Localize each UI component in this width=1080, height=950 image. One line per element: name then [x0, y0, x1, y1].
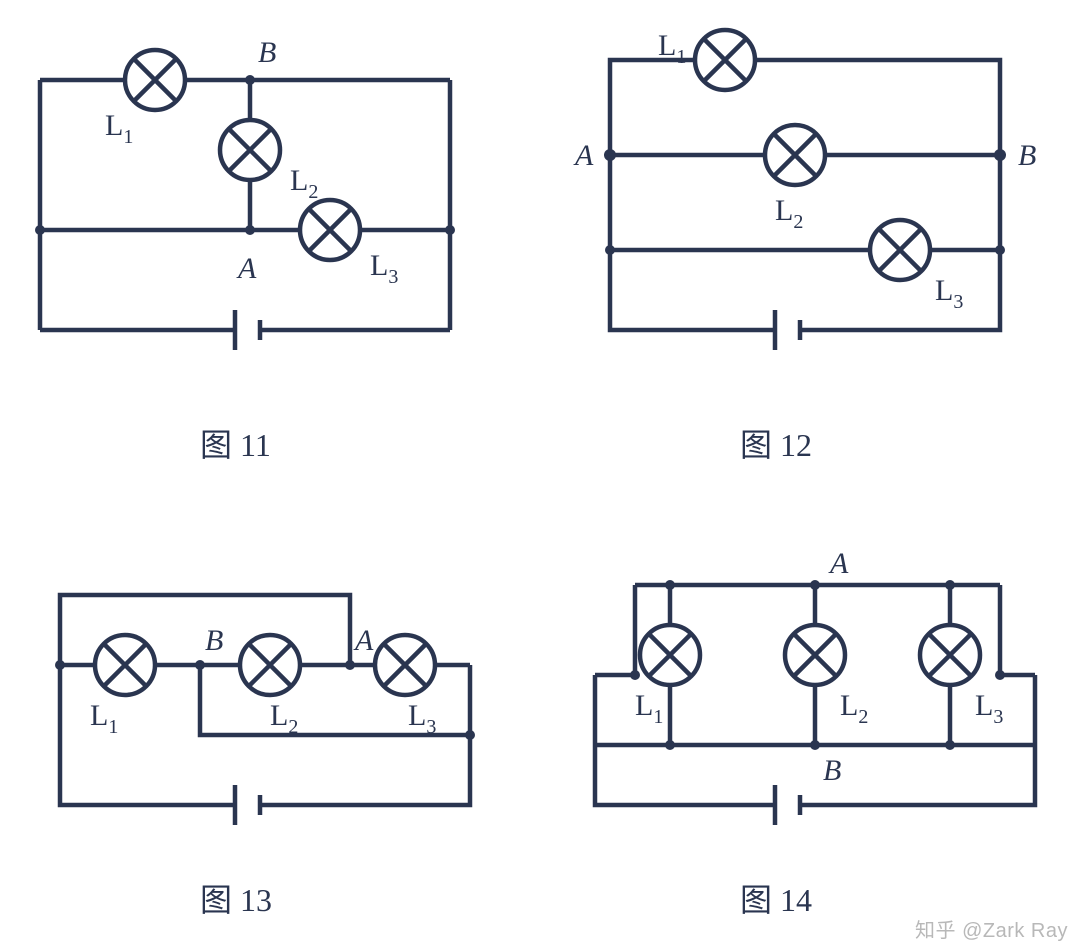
l3-label: L: [975, 689, 993, 722]
svg-text:L3: L3: [408, 699, 436, 738]
node-a-label: A: [236, 252, 257, 285]
l3-label: L: [935, 274, 953, 307]
figure-11: L1 L2 L3 B A 图 11: [0, 0, 540, 475]
diagram-grid: L1 L2 L3 B A 图 11: [0, 0, 1080, 949]
node-b-label: B: [258, 36, 276, 69]
caption-12: 图 12: [740, 420, 812, 466]
l1-label: L: [658, 29, 676, 62]
svg-text:L2: L2: [290, 164, 318, 203]
l2-label: L: [775, 194, 793, 227]
l2-label: L: [840, 689, 858, 722]
svg-text:L2: L2: [775, 194, 803, 233]
l2-sub: 2: [858, 706, 868, 728]
l1-sub: 1: [653, 706, 663, 728]
figure-13: L1 L2 L3 B A 图 13: [0, 475, 540, 950]
svg-text:L3: L3: [975, 689, 1003, 728]
l3-sub: 3: [953, 291, 963, 313]
l1-sub: 1: [676, 46, 686, 68]
l1-label: L: [105, 109, 123, 142]
node-b-label: B: [1018, 139, 1036, 172]
l2-label: L: [290, 164, 308, 197]
svg-text:L3: L3: [935, 274, 963, 313]
caption-13: 图 13: [200, 875, 272, 921]
caption-11: 图 11: [200, 420, 271, 466]
svg-text:L2: L2: [270, 699, 298, 738]
l3-sub: 3: [388, 266, 398, 288]
l1-label: L: [635, 689, 653, 722]
l3-label: L: [370, 249, 388, 282]
l1-sub: 1: [123, 126, 133, 148]
l3-sub: 3: [426, 716, 436, 738]
svg-text:L3: L3: [370, 249, 398, 288]
l3-sub: 3: [993, 706, 1003, 728]
l2-label: L: [270, 699, 288, 732]
node-a-label: A: [353, 624, 374, 657]
node-b-label: B: [205, 624, 223, 657]
figure-12: L1 L2 L3 A B 图 12: [540, 0, 1080, 475]
l2-sub: 2: [288, 716, 298, 738]
node-a-label: A: [573, 139, 594, 172]
watermark: 知乎 @Zark Ray: [915, 914, 1068, 943]
svg-text:L1: L1: [90, 699, 118, 738]
l2-sub: 2: [793, 211, 803, 233]
l1-sub: 1: [108, 716, 118, 738]
figure-14: L1 L2 L3 A B 图 14: [540, 475, 1080, 950]
l3-label: L: [408, 699, 426, 732]
node-a-label: A: [828, 547, 849, 580]
svg-text:L2: L2: [840, 689, 868, 728]
caption-14: 图 14: [740, 875, 812, 921]
node-b-label: B: [823, 754, 841, 787]
svg-text:L1: L1: [635, 689, 663, 728]
l2-sub: 2: [308, 181, 318, 203]
circuit-12-svg: L1 L2 L3 A B: [540, 0, 1080, 475]
l1-label: L: [90, 699, 108, 732]
circuit-11-svg: L1 L2 L3 B A: [0, 0, 540, 475]
svg-text:L1: L1: [105, 109, 133, 148]
